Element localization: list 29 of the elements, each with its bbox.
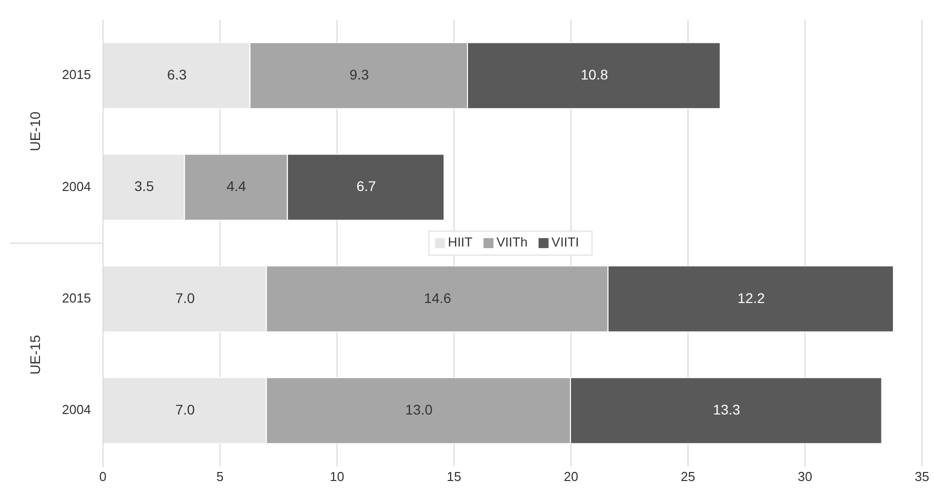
legend-label: VIITI [552,234,579,250]
data-label: 10.8 [580,66,608,82]
data-label: 6.7 [356,178,376,194]
data-label: 12.2 [738,290,765,306]
data-label: 7.0 [175,290,196,306]
x-tick-label: 15 [446,468,462,484]
data-label: 13.3 [712,401,740,418]
data-label: 14.6 [424,290,452,306]
y-tick-label: 2015 [62,290,91,306]
text: UE-15 [26,334,43,375]
y-tick-label: 2004 [62,402,91,418]
x-tick-label: 5 [216,468,224,484]
data-label: 13.0 [405,401,433,418]
x-tick-label: 25 [680,468,696,484]
y-tick-label: 2015 [62,67,91,82]
x-tick-label: 10 [330,468,344,484]
data-label: 6.3 [167,66,187,82]
x-tick-label: 30 [798,468,812,484]
x-tick-label: 0 [99,468,107,484]
x-tick-label: 35 [914,468,930,484]
legend-label: VIITh [496,234,528,250]
y-tick-label: 2004 [62,178,91,194]
data-label: 7.0 [175,401,196,418]
data-label: 9.3 [349,66,370,82]
text: UE-10 [26,111,43,152]
data-label: 4.4 [226,178,246,194]
data-label: 3.5 [134,178,154,194]
legend-label: HIIT [448,234,473,250]
x-tick-label: 20 [564,468,578,484]
